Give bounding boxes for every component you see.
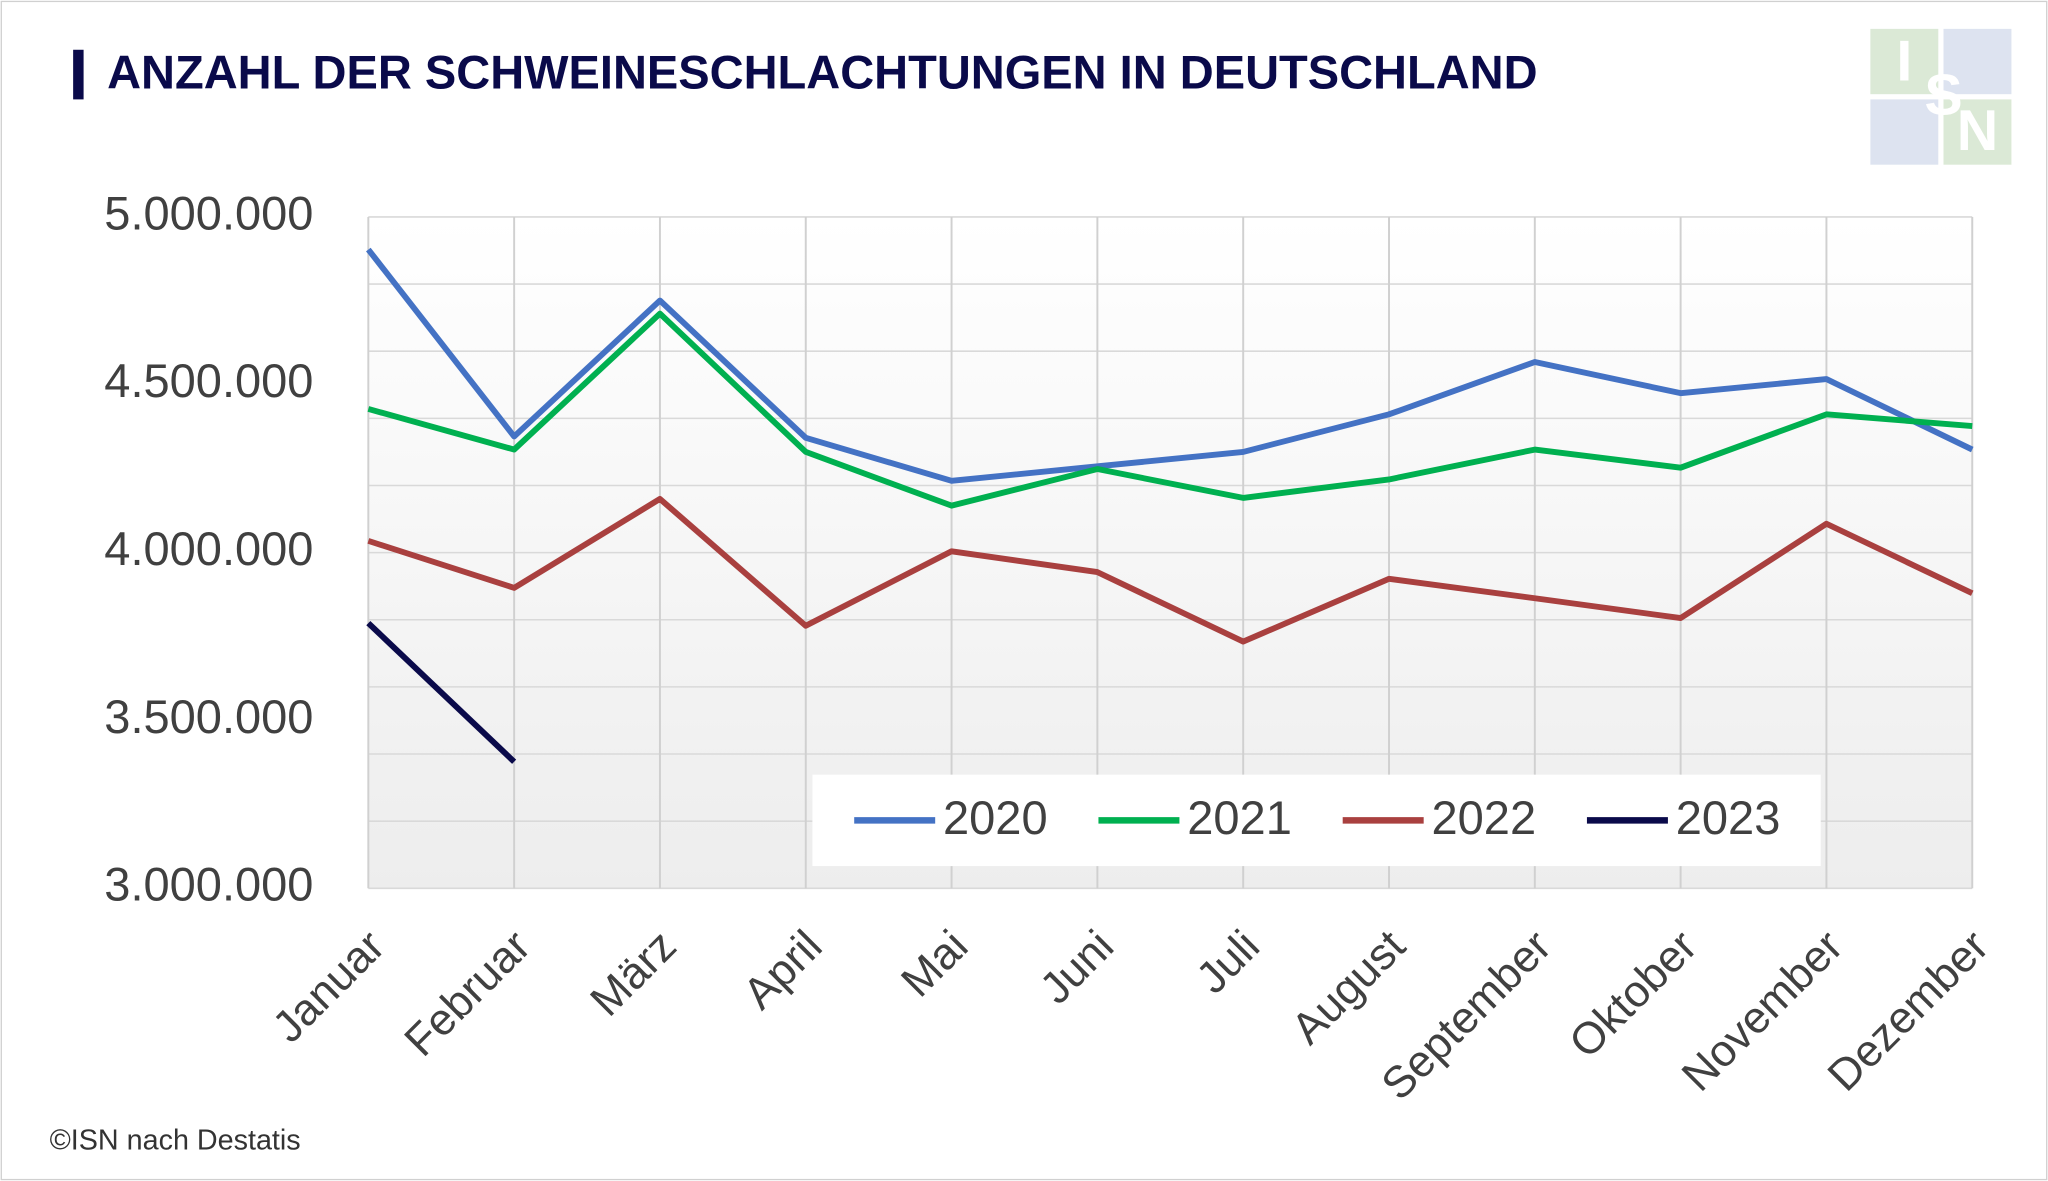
- logo-tile: [1943, 99, 2012, 165]
- legend-label: 2022: [1432, 791, 1537, 844]
- logo-letter: I: [1896, 30, 1912, 94]
- series-line: [367, 310, 1973, 509]
- y-tick-label: 3.000.000: [104, 858, 313, 911]
- legend: 2020 2021 2022 2023: [812, 774, 1821, 867]
- logo-tile: [1870, 99, 1939, 165]
- legend-label: 2021: [1187, 791, 1292, 844]
- logo-tile: [1870, 28, 1939, 95]
- legend-label: 2020: [943, 791, 1048, 844]
- series-line: [366, 620, 517, 764]
- logo-letter: N: [1957, 99, 1999, 163]
- y-tick-label: 3.500.000: [104, 690, 313, 743]
- y-tick-label: 5.000.000: [104, 186, 313, 239]
- chart-title: ANZAHL DER SCHWEINESCHLACHTUNGEN IN DEUT…: [107, 45, 1538, 98]
- logo-tile: [1943, 28, 2012, 95]
- series-line: [366, 247, 1974, 484]
- logo: I S N: [1870, 28, 2012, 165]
- legend-label: 2023: [1676, 791, 1781, 844]
- logo-letter: S: [1924, 64, 1962, 128]
- y-tick-label: 4.000.000: [104, 522, 313, 575]
- series-line: [367, 495, 1974, 645]
- title-bar: [73, 49, 84, 100]
- source: ©ISN nach Destatis: [50, 1124, 301, 1156]
- y-tick-label: 4.500.000: [104, 354, 313, 407]
